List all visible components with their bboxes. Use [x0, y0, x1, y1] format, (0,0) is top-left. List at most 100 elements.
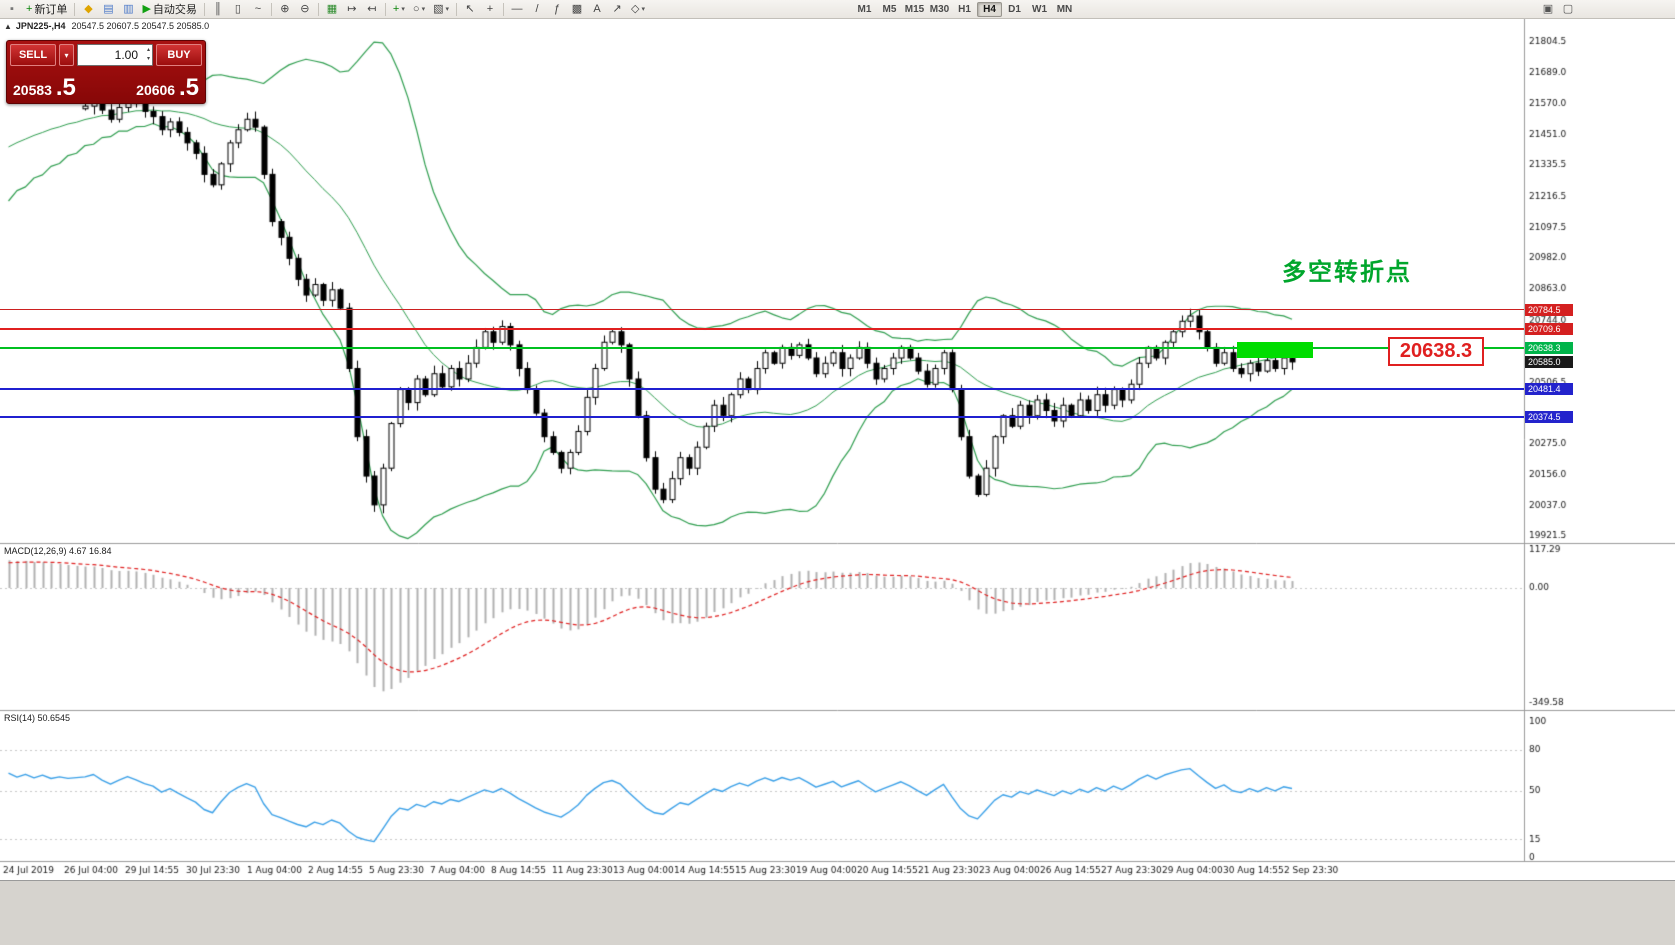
app-button[interactable]: ▪ — [3, 1, 21, 17]
chart-title: ▲ JPN225-,H4 20547.5 20607.5 20547.5 20585… — [4, 21, 209, 31]
navigator-button[interactable]: ▥ — [119, 1, 137, 17]
chart-ohlc-values: 20547.5 20607.5 20547.5 20585.0 — [71, 21, 210, 31]
horizontal-line-20784.5[interactable] — [0, 309, 1524, 311]
data-window-icon: ▤ — [103, 2, 114, 15]
line-chart-icon: ~ — [254, 2, 262, 15]
toolbar-separator — [74, 2, 76, 16]
text-label-icon: A — [593, 2, 601, 15]
buy-button[interactable]: BUY — [156, 44, 202, 66]
horizontal-line-20709.6[interactable] — [0, 328, 1524, 331]
price-axis-tag: 20784.5 — [1525, 303, 1573, 316]
shapes-button[interactable]: ◇ ▾ — [628, 1, 648, 17]
window-a-button[interactable]: ▣ — [1539, 1, 1557, 17]
cursor-icon: ↖ — [465, 2, 475, 15]
templates-button[interactable]: ▧ ▾ — [430, 1, 452, 17]
timeframe-w1-button[interactable]: W1 — [1027, 2, 1052, 17]
periods-button[interactable]: ○ ▾ — [410, 1, 428, 17]
tile-windows-icon: ▦ — [326, 2, 338, 15]
chevron-down-icon: ▾ — [401, 6, 405, 13]
toolbar-separator — [503, 2, 504, 16]
zoom-in-button[interactable]: ⊕ — [276, 1, 294, 17]
trendline-button[interactable]: / — [528, 1, 546, 17]
arrow-tool-icon: ↗ — [612, 2, 622, 15]
price-axis-tag: 20709.6 — [1525, 323, 1573, 336]
chevron-down-icon: ▾ — [421, 6, 426, 13]
auto-trading-label: 自动交易 — [152, 4, 197, 16]
toolbar-separator — [456, 2, 457, 16]
bar-chart-button[interactable]: ║ — [209, 1, 227, 17]
timeframe-m5-button[interactable]: M5 — [877, 2, 902, 17]
status-strip — [0, 880, 1675, 945]
candlestick-chart-icon: ▯ — [234, 2, 241, 15]
toolbar: ▪ + 新订单 ◆ ▤ ▥ ▶ 自动交易 ║ ▯ ~ ⊕ ⊖ ▦ ↦ ↤ + ▾ ○ ▾ ▧ ▾ ↖ + — / ƒ ▩ A ↗ ◇ ▾ M1… — [0, 0, 1675, 19]
auto-scroll-button[interactable]: ↦ — [343, 1, 361, 17]
cursor-button[interactable]: ↖ — [461, 1, 479, 17]
horizontal-line-button[interactable]: — — [508, 1, 526, 17]
timeframe-h1-button[interactable]: H1 — [952, 2, 977, 17]
sell-price[interactable]: 20583 .5 — [13, 74, 76, 101]
toolbar-left-group: ▪ + 新订单 ◆ ▤ ▥ ▶ 自动交易 ║ ▯ ~ ⊕ ⊖ ▦ ↦ ↤ + ▾ ○ ▾ ▧ ▾ ↖ + — / ƒ ▩ A ↗ ◇ ▾ — [0, 0, 1675, 18]
arrow-tool-button[interactable]: ↗ — [608, 1, 626, 17]
timeframe-m15-button[interactable]: M15 — [902, 2, 927, 17]
templates-icon: ▧ — [433, 2, 444, 15]
objects-grid-button[interactable]: ▩ — [568, 1, 586, 17]
text-label-button[interactable]: A — [588, 1, 606, 17]
timeframe-d1-button[interactable]: D1 — [1002, 2, 1027, 17]
timeframe-h4-button[interactable]: H4 — [977, 1, 1002, 17]
new-order-icon: + — [26, 2, 33, 15]
line-chart-button[interactable]: ~ — [249, 1, 267, 17]
window-b-icon: ▢ — [1562, 2, 1574, 15]
toolbar-separator — [203, 2, 205, 16]
rsi-indicator-label: RSI(14) 50.6545 — [4, 713, 71, 723]
one-click-trading-panel: SELL ▾ 1.00 ▴ ▾ BUY 20583 .5 20606 .5 — [6, 40, 206, 104]
timeframe-m30-button[interactable]: M30 — [927, 2, 952, 17]
price-axis-tag: 20585.0 — [1525, 355, 1573, 368]
volume-stepper[interactable]: 1.00 ▴ ▾ — [77, 44, 153, 66]
highlight-rectangle[interactable] — [1236, 341, 1314, 358]
new-order-button[interactable]: + 新订单 — [23, 1, 70, 17]
toolbar-separator — [384, 2, 386, 16]
horizontal-line-20374.5[interactable] — [0, 416, 1524, 419]
price-axis-tag: 20374.5 — [1525, 411, 1573, 424]
timeframe-m1-button[interactable]: M1 — [852, 2, 877, 17]
price-chart-canvas[interactable] — [0, 18, 1675, 880]
tile-windows-button[interactable]: ▦ — [323, 1, 341, 17]
fibonacci-icon: ƒ — [553, 2, 561, 15]
auto-trading-button[interactable]: ▶ 自动交易 — [139, 1, 199, 17]
window-b-button[interactable]: ▢ — [1559, 1, 1577, 17]
volume-spin-icons[interactable]: ▴ ▾ — [146, 47, 150, 62]
chevron-down-icon: ▾ — [641, 6, 645, 13]
timeframe-mn-button[interactable]: MN — [1052, 2, 1077, 17]
new-order-label: 新订单 — [34, 4, 68, 16]
toolbar-separator — [317, 2, 319, 16]
window-a-icon: ▣ — [1542, 2, 1554, 15]
periods-icon: ○ — [412, 2, 420, 15]
market-watch-button[interactable]: ◆ — [79, 1, 97, 17]
chart-window: ▲ JPN225-,H4 20547.5 20607.5 20547.5 20585… — [0, 18, 1675, 880]
one-click-collapse-icon[interactable]: ▲ — [4, 22, 12, 31]
macd-indicator-label: MACD(12,26,9) 4.67 16.84 — [4, 546, 112, 556]
chart-shift-icon: ↤ — [367, 2, 377, 15]
bar-chart-icon: ║ — [214, 2, 222, 15]
crosshair-button[interactable]: + — [481, 1, 499, 17]
sell-button[interactable]: SELL — [10, 44, 56, 66]
objects-grid-icon: ▩ — [571, 2, 583, 15]
fibonacci-button[interactable]: ƒ — [548, 1, 566, 17]
order-options-dropdown[interactable]: ▾ — [59, 44, 74, 66]
zoom-in-icon: ⊕ — [280, 2, 290, 15]
auto-scroll-icon: ↦ — [347, 2, 357, 15]
trendline-icon: / — [535, 2, 539, 15]
zoom-out-button[interactable]: ⊖ — [296, 1, 314, 17]
buy-price[interactable]: 20606 .5 — [136, 74, 199, 101]
horizontal-line-20638.3[interactable] — [0, 346, 1524, 349]
candlestick-chart-button[interactable]: ▯ — [229, 1, 247, 17]
add-indicator-button[interactable]: + ▾ — [390, 1, 408, 17]
data-window-button[interactable]: ▤ — [99, 1, 117, 17]
chart-symbol-period: JPN225-,H4 — [15, 21, 66, 31]
chart-shift-button[interactable]: ↤ — [363, 1, 381, 17]
turning-point-annotation[interactable]: 多空转折点 — [1282, 259, 1412, 286]
price-callout[interactable]: 20638.3 — [1388, 337, 1484, 366]
navigator-icon: ▥ — [123, 2, 134, 15]
horizontal-line-20481.4[interactable] — [0, 388, 1524, 391]
